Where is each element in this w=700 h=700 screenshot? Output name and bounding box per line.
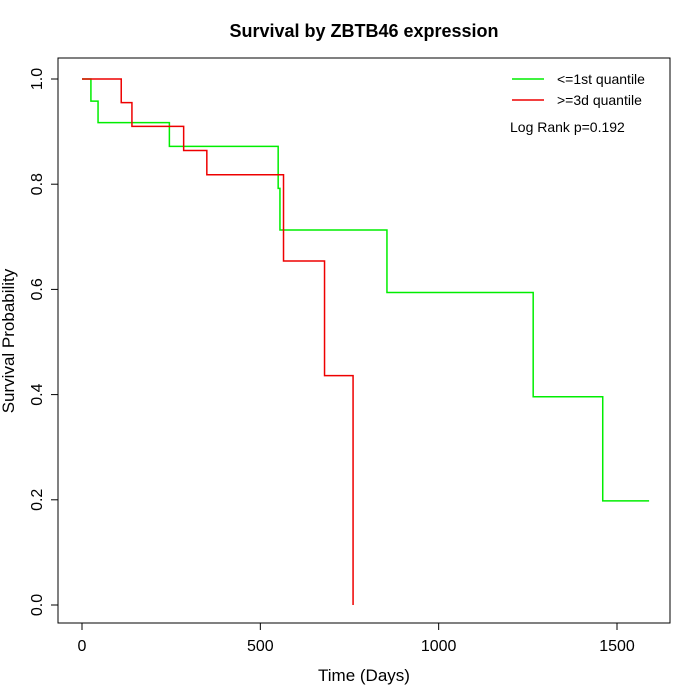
legend-label-low: <=1st quantile — [557, 71, 645, 87]
series-layer — [82, 78, 650, 605]
x-tick-label: 500 — [247, 638, 274, 655]
y-tick-label: 0.2 — [29, 489, 46, 511]
y-tick-label: 1.0 — [29, 68, 46, 90]
x-tick-label: 0 — [78, 638, 87, 655]
y-tick-label: 0.4 — [29, 383, 46, 405]
x-tick-label: 1000 — [421, 638, 457, 655]
series-low-quantile-line — [82, 78, 650, 502]
legend-label-high: >=3d quantile — [557, 92, 642, 108]
y-tick-label: 0.0 — [29, 594, 46, 616]
x-tick-label: 1500 — [599, 638, 635, 655]
plot-area-frame — [57, 57, 671, 624]
y-axis: 0.0 0.2 0.4 0.6 0.8 1.0 — [29, 68, 59, 616]
x-axis: 0 500 1000 1500 — [78, 622, 635, 655]
x-axis-label: Time (Days) — [318, 666, 410, 685]
legend: <=1st quantile >=3d quantile — [512, 71, 645, 108]
log-rank-annotation: Log Rank p=0.192 — [510, 119, 625, 135]
y-tick-label: 0.6 — [29, 278, 46, 300]
chart-title: Survival by ZBTB46 expression — [229, 21, 498, 41]
y-tick-label: 0.8 — [29, 173, 46, 195]
y-axis-label: Survival Probability — [0, 268, 18, 413]
series-high-quantile-line — [82, 78, 354, 605]
